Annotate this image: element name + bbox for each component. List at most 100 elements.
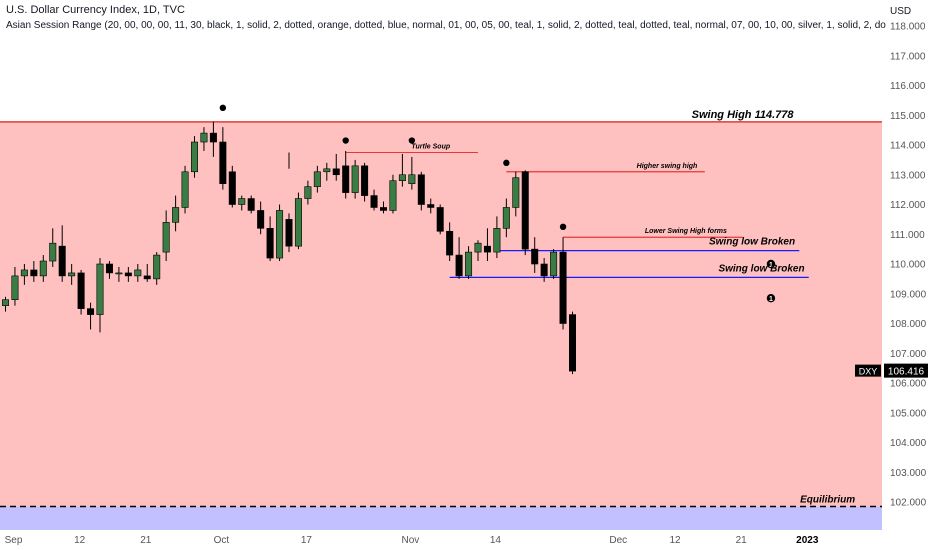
y-tick-label: 108.000 bbox=[890, 319, 927, 330]
candle bbox=[257, 210, 265, 229]
y-tick-label: 109.000 bbox=[890, 289, 927, 300]
annotation-label: Swing low Broken bbox=[718, 263, 804, 274]
swing-marker bbox=[503, 159, 510, 167]
candle bbox=[105, 263, 113, 274]
swing-marker bbox=[219, 104, 227, 112]
candle bbox=[436, 207, 444, 232]
candle bbox=[200, 132, 208, 143]
candle bbox=[568, 314, 576, 372]
y-tick-label: 104.000 bbox=[890, 438, 927, 449]
info-marker bbox=[766, 294, 776, 303]
candle bbox=[559, 251, 567, 324]
candle bbox=[531, 248, 539, 265]
candle bbox=[427, 204, 435, 208]
currency-label: USD bbox=[890, 6, 912, 17]
candle bbox=[266, 228, 274, 259]
y-tick-label: 118.000 bbox=[890, 22, 926, 33]
candle bbox=[181, 171, 189, 208]
candle bbox=[20, 269, 28, 277]
y-tick-label: 111.000 bbox=[890, 230, 925, 241]
candle bbox=[550, 251, 558, 277]
candle bbox=[30, 269, 38, 277]
candle bbox=[361, 165, 369, 196]
info-marker-glyph: 1 bbox=[769, 262, 773, 269]
annotation-label: Swing low Broken bbox=[709, 237, 795, 248]
candle bbox=[96, 263, 104, 315]
candle bbox=[351, 165, 359, 193]
y-tick-label: 117.000 bbox=[890, 51, 926, 62]
candle bbox=[474, 242, 482, 253]
candle bbox=[417, 174, 425, 205]
annotation-label: Turtle Soup bbox=[411, 143, 450, 150]
annotation-label: Equilibrium bbox=[800, 494, 855, 505]
x-tick-label: 12 bbox=[74, 535, 86, 546]
swing-marker bbox=[342, 137, 349, 144]
candle bbox=[39, 260, 47, 277]
candle bbox=[313, 171, 321, 187]
candle bbox=[238, 198, 246, 205]
candle bbox=[247, 198, 255, 211]
candle bbox=[219, 141, 227, 184]
y-tick-label: 116.000 bbox=[890, 81, 926, 92]
y-tick-label: 114.000 bbox=[890, 141, 926, 152]
price-axis-bg bbox=[882, 0, 932, 550]
candle bbox=[370, 195, 378, 208]
annotation-label: Swing High 114.778 bbox=[692, 109, 795, 121]
candle bbox=[540, 263, 548, 277]
x-tick-label: Sep bbox=[5, 535, 23, 546]
x-tick-label: 2023 bbox=[796, 535, 819, 546]
x-tick-label: 12 bbox=[669, 535, 681, 546]
candle bbox=[77, 272, 85, 309]
info-marker-glyph: 1 bbox=[769, 296, 773, 303]
x-tick-label: 21 bbox=[140, 535, 152, 546]
candle bbox=[521, 171, 529, 250]
candle bbox=[332, 168, 340, 176]
candle bbox=[11, 275, 19, 300]
candle bbox=[502, 207, 510, 229]
candle bbox=[1, 299, 10, 306]
candle bbox=[49, 242, 57, 262]
candle bbox=[228, 171, 236, 205]
range-zone bbox=[0, 121, 882, 507]
candle bbox=[342, 165, 350, 193]
candle bbox=[294, 198, 302, 247]
y-tick-label: 105.000 bbox=[890, 408, 927, 419]
candle bbox=[483, 245, 491, 253]
annotation-label: Higher swing high bbox=[637, 163, 698, 170]
candle bbox=[465, 251, 473, 277]
symbol-tag-text: DXY bbox=[859, 367, 878, 377]
candle bbox=[58, 245, 66, 277]
price-tag bbox=[884, 363, 928, 378]
candle bbox=[87, 308, 95, 315]
candle bbox=[493, 228, 501, 253]
candle bbox=[172, 207, 180, 223]
y-tick-label: 107.000 bbox=[890, 349, 927, 360]
y-tick-label: 115.000 bbox=[890, 111, 926, 122]
price-tag-text: 106.416 bbox=[888, 367, 925, 378]
y-tick-label: 113.000 bbox=[890, 170, 926, 181]
y-tick-label: 106.000 bbox=[890, 379, 927, 390]
chart-title: U.S. Dollar Currency Index, 1D, TVC bbox=[6, 4, 185, 16]
candle bbox=[379, 207, 387, 211]
x-tick-label: 14 bbox=[490, 535, 502, 546]
indicator-legend: Asian Session Range (20, 00, 00, 00, 11,… bbox=[6, 20, 886, 31]
candle bbox=[408, 174, 416, 184]
y-tick-label: 112.000 bbox=[890, 200, 926, 211]
x-tick-label: Oct bbox=[214, 535, 230, 546]
candle bbox=[389, 180, 397, 211]
info-marker bbox=[766, 259, 776, 269]
candle bbox=[323, 168, 331, 173]
candle bbox=[209, 132, 217, 143]
y-tick-label: 103.000 bbox=[890, 468, 927, 479]
candle bbox=[134, 269, 142, 277]
y-tick-label: 102.000 bbox=[890, 498, 927, 509]
x-tick-label: 21 bbox=[736, 535, 748, 546]
candle bbox=[153, 254, 161, 280]
y-tick-label: 110.000 bbox=[890, 260, 926, 271]
candle bbox=[512, 177, 520, 208]
candle bbox=[124, 272, 132, 277]
swing-marker bbox=[408, 137, 416, 144]
x-tick-label: 17 bbox=[301, 535, 313, 546]
